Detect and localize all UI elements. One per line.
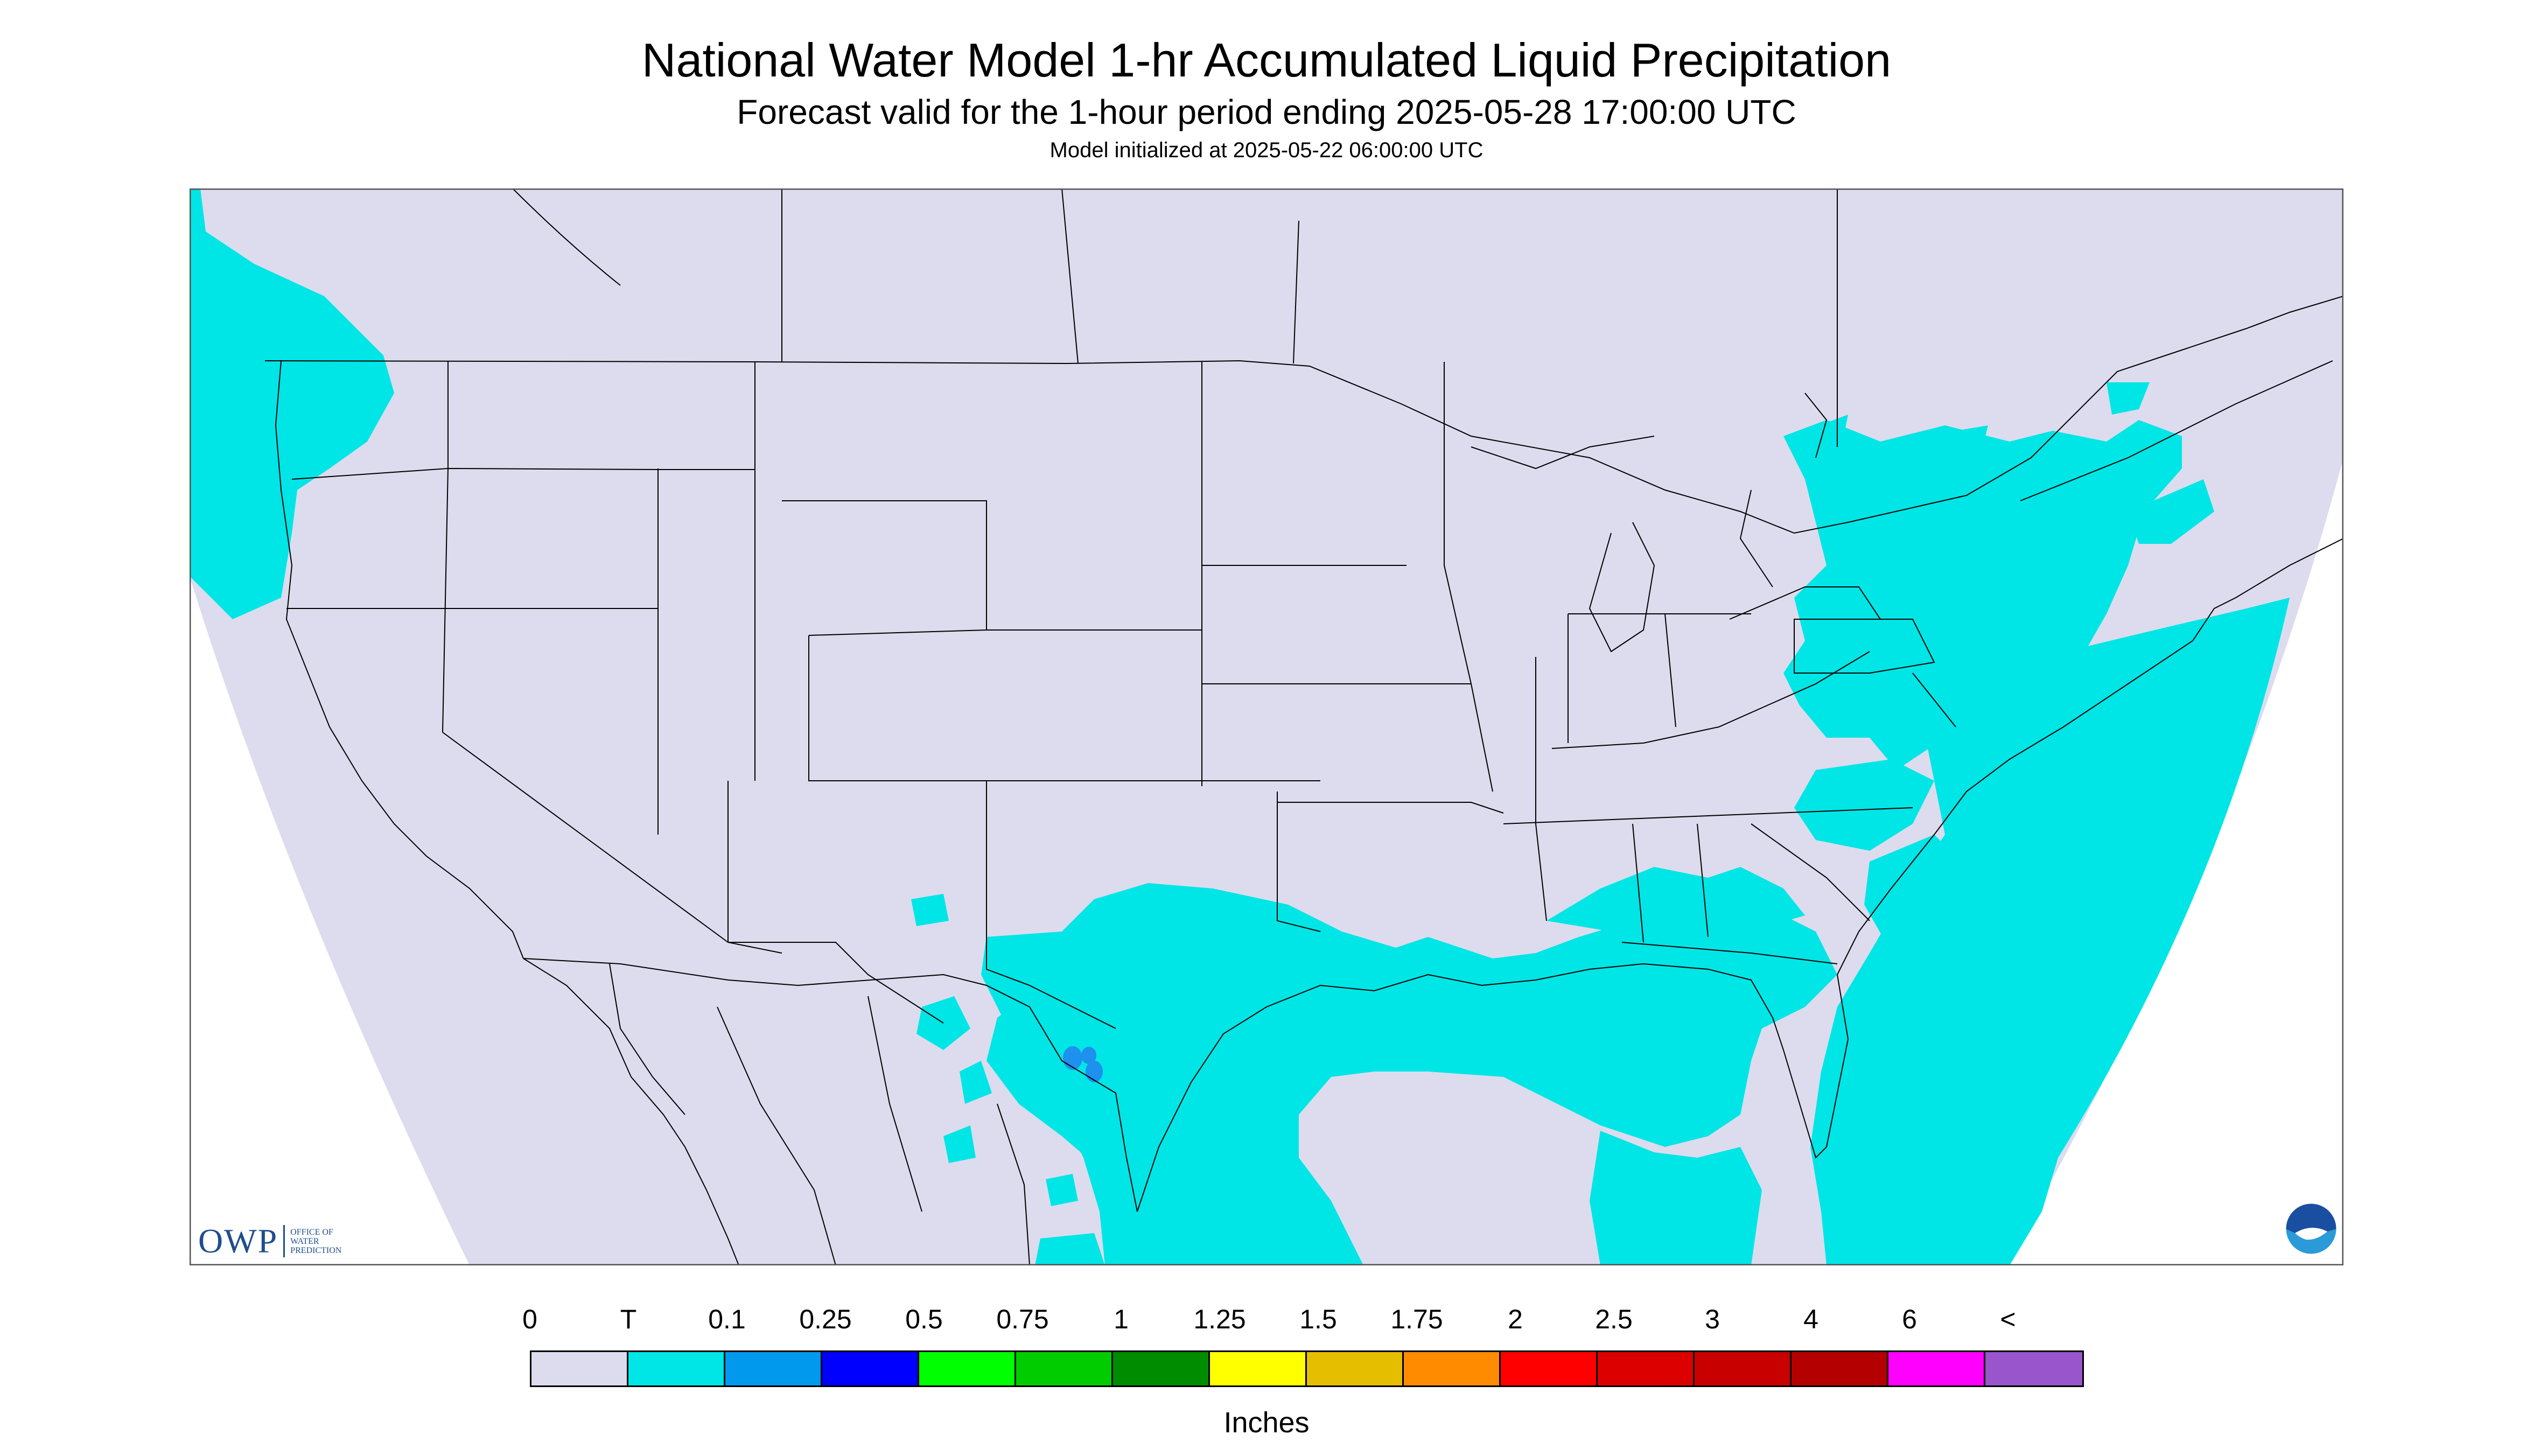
legend-color-bar xyxy=(530,1350,2084,1387)
owp-logo: OWP OFFICE OF WATER PREDICTION xyxy=(198,1222,355,1260)
legend-swatch xyxy=(822,1352,919,1385)
state-borders xyxy=(264,188,2343,1265)
legend-label: 0.25 xyxy=(799,1304,852,1334)
legend-label: 3 xyxy=(1705,1304,1720,1334)
legend-label: < xyxy=(2000,1304,2016,1334)
legend-swatch xyxy=(1016,1352,1113,1385)
legend-swatch xyxy=(628,1352,725,1385)
noaa-logo-icon xyxy=(2284,1202,2338,1256)
legend-label: 0 xyxy=(522,1304,537,1334)
legend-swatch xyxy=(1985,1352,2082,1385)
coastlines xyxy=(275,360,2343,1265)
legend-swatch xyxy=(1210,1352,1307,1385)
map-subtitle: Forecast valid for the 1-hour period end… xyxy=(737,93,1796,131)
legend-label: T xyxy=(620,1304,637,1334)
model-init-label: Model initialized at 2025-05-22 06:00:00… xyxy=(1049,138,1484,162)
legend-units: Inches xyxy=(1223,1406,1310,1439)
legend-label: 6 xyxy=(1902,1304,1917,1334)
legend-label: 4 xyxy=(1803,1304,1818,1334)
owp-logo-subtitle: OFFICE OF WATER PREDICTION xyxy=(290,1227,342,1255)
legend-label: 2.5 xyxy=(1595,1304,1633,1334)
legend-label: 2 xyxy=(1508,1304,1523,1334)
legend-swatch xyxy=(919,1352,1016,1385)
owp-logo-text: OWP xyxy=(198,1222,278,1260)
legend-swatch xyxy=(1598,1352,1695,1385)
map-frame xyxy=(190,188,2343,1265)
legend-swatch xyxy=(531,1352,628,1385)
legend-label: 1 xyxy=(1114,1304,1129,1334)
legend-label: 0.5 xyxy=(905,1304,943,1334)
legend-label: 0.1 xyxy=(708,1304,746,1334)
legend-swatch xyxy=(725,1352,822,1385)
legend-labels: 0 T 0.1 0.25 0.5 0.75 1 1.25 1.5 1.75 2 … xyxy=(0,1303,2533,1335)
owp-logo-divider xyxy=(283,1225,285,1257)
legend-label: 0.75 xyxy=(996,1304,1049,1334)
legend-swatch xyxy=(1792,1352,1888,1385)
legend-swatch xyxy=(1501,1352,1598,1385)
trace-precip-areas xyxy=(190,188,2290,1265)
legend-swatch xyxy=(1307,1352,1404,1385)
map-title: National Water Model 1-hr Accumulated Li… xyxy=(641,33,1892,87)
legend-label: 1.25 xyxy=(1193,1304,1246,1334)
precipitation-map xyxy=(190,188,2343,1265)
legend-swatch xyxy=(1404,1352,1501,1385)
legend-label: 1.75 xyxy=(1390,1304,1443,1334)
legend-label: 1.5 xyxy=(1299,1304,1337,1334)
legend-swatch xyxy=(1113,1352,1210,1385)
legend-swatch xyxy=(1888,1352,1985,1385)
legend-swatch xyxy=(1695,1352,1792,1385)
